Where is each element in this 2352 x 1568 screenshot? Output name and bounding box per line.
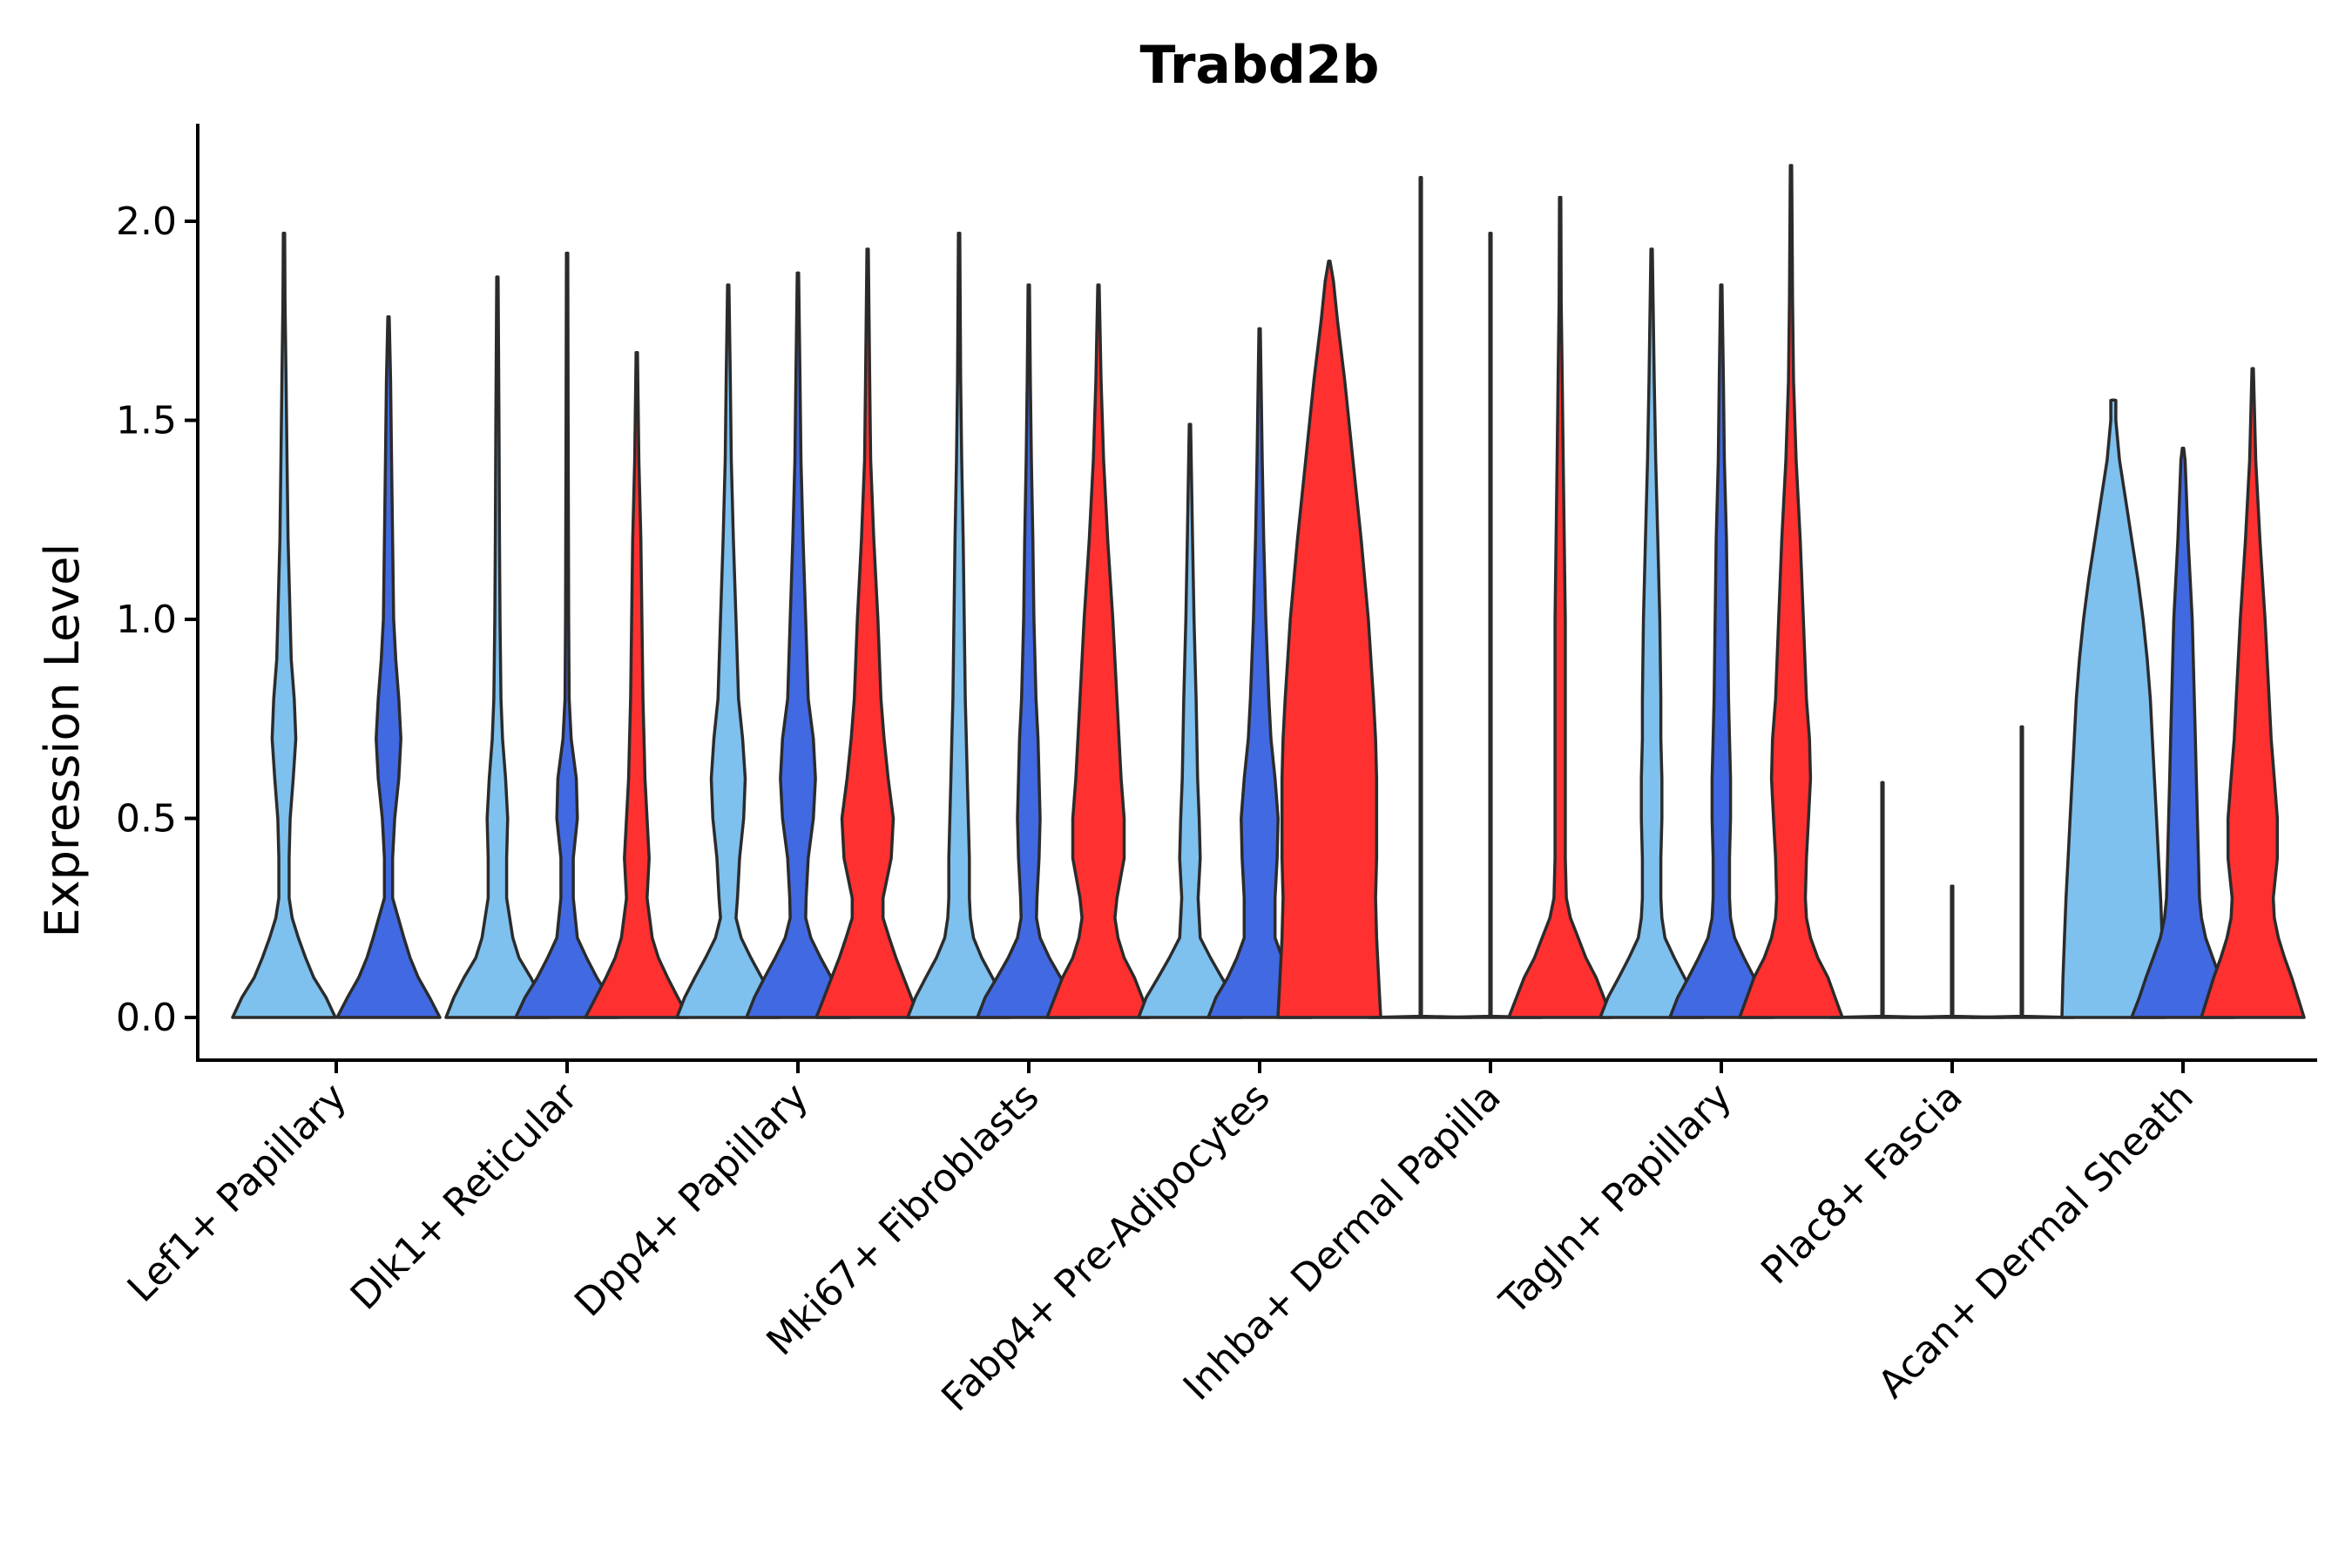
chart-title: Trabd2b	[1139, 35, 1379, 96]
violin-series-0	[444, 275, 551, 1019]
violin-series-0	[1137, 422, 1243, 1019]
x-category-label: Dpp4+ Papillary	[566, 1075, 817, 1326]
violin-series-2	[1738, 164, 1844, 1019]
y-tick-label: 0.5	[116, 797, 177, 841]
violin-plots	[231, 164, 2306, 1019]
y-tick-label: 1.5	[116, 399, 177, 443]
violin-series-0	[1829, 781, 1936, 1019]
violin-series-2	[814, 247, 921, 1019]
violin-group	[1598, 164, 1844, 1019]
violin-group	[1829, 725, 2075, 1019]
violin-series-1	[1899, 884, 2005, 1019]
y-tick-label: 0.0	[116, 996, 177, 1040]
y-axis-ticks: 0.0 0.5 1.0 1.5 2.0	[116, 199, 198, 1040]
violin-series-0	[1598, 247, 1705, 1019]
violin-group	[444, 251, 690, 1019]
violin-group	[906, 231, 1152, 1019]
x-category-label: Lef1+ Papillary	[119, 1075, 355, 1311]
y-axis-label: Expression Level	[35, 544, 90, 938]
violin-series-1	[2130, 446, 2236, 1019]
y-tick-label: 1.0	[116, 598, 177, 642]
violin-group	[1368, 175, 1613, 1019]
violin-series-0	[1368, 175, 1474, 1019]
violin-series-0	[906, 231, 1012, 1019]
y-tick-label: 2.0	[116, 199, 177, 244]
violin-series-2	[584, 351, 690, 1019]
violin-series-1	[1206, 327, 1313, 1019]
violin-series-1	[1437, 231, 1544, 1019]
violin-group	[675, 247, 921, 1019]
violin-series-0	[2060, 398, 2166, 1019]
x-category-label: Tagln+ Papillary	[1491, 1075, 1740, 1324]
violin-series-1	[335, 314, 442, 1019]
violin-group	[1137, 259, 1382, 1019]
violin-series-2	[1507, 195, 1613, 1019]
violin-series-1	[514, 251, 620, 1019]
x-category-label: Dlk1+ Reticular	[342, 1074, 587, 1319]
violin-series-1	[976, 283, 1082, 1019]
violin-series-2	[1045, 283, 1152, 1019]
violin-series-0	[231, 231, 337, 1019]
violin-group	[2060, 367, 2306, 1019]
violin-series-1	[1668, 283, 1774, 1019]
x-category-label: Plac8+ Fascia	[1753, 1075, 1971, 1294]
violin-series-2	[1276, 259, 1382, 1019]
violin-series-2	[1969, 725, 2075, 1019]
violin-series-2	[2200, 367, 2306, 1019]
violin-series-0	[675, 283, 781, 1019]
violin-series-1	[745, 271, 851, 1019]
violin-group	[231, 231, 442, 1019]
